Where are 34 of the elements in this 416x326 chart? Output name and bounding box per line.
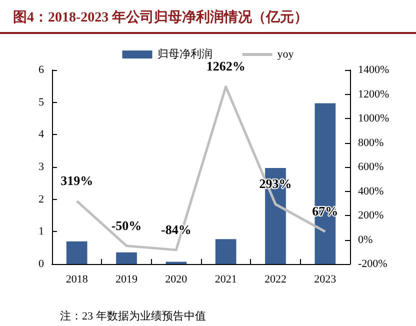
x-tick-label: 2019 bbox=[116, 274, 138, 286]
bar bbox=[116, 252, 137, 264]
x-tick-label: 2020 bbox=[165, 274, 188, 286]
text: 注：23 年数据为业绩预告中值 bbox=[60, 310, 206, 322]
y2-tick-label: -200% bbox=[358, 258, 388, 270]
data-label: -50% bbox=[111, 218, 142, 233]
chart-title: 图4：2018-2023 年公司归母净利润情况（亿元） bbox=[13, 8, 308, 26]
y2-tick-label: 200% bbox=[358, 210, 384, 222]
y2-tick-label: 1200% bbox=[358, 88, 390, 100]
y-tick-label: 4 bbox=[38, 128, 44, 141]
x-tick-label: 2018 bbox=[66, 274, 88, 286]
y2-tick-label: 400% bbox=[358, 185, 384, 198]
x-tick-label: 2022 bbox=[264, 274, 286, 286]
x-tick-label: 2021 bbox=[214, 274, 237, 286]
y-tick-label: 1 bbox=[38, 226, 44, 238]
legend-label: yoy bbox=[277, 48, 294, 60]
legend-label: 归母净利润 bbox=[157, 48, 212, 60]
x-tick-label: 2023 bbox=[314, 274, 337, 286]
y-tick-label: 2 bbox=[38, 193, 44, 206]
y2-tick-label: 800% bbox=[358, 136, 384, 149]
data-label: 319% bbox=[60, 173, 94, 188]
y2-tick-label: 1000% bbox=[358, 112, 390, 124]
y-tick-label: 3 bbox=[38, 161, 44, 173]
y-tick-label: 0 bbox=[38, 258, 44, 270]
bar bbox=[314, 103, 336, 264]
bar bbox=[66, 241, 88, 264]
y2-tick-label: 600% bbox=[358, 161, 384, 173]
data-label: 1262% bbox=[206, 58, 246, 74]
y2-tick-label: 1400% bbox=[358, 64, 390, 76]
y-tick-label: 5 bbox=[38, 96, 44, 108]
bar bbox=[215, 239, 236, 264]
y2-tick-label: 0% bbox=[358, 234, 373, 246]
y-tick-label: 6 bbox=[38, 64, 44, 76]
data-label: -84% bbox=[160, 222, 192, 237]
